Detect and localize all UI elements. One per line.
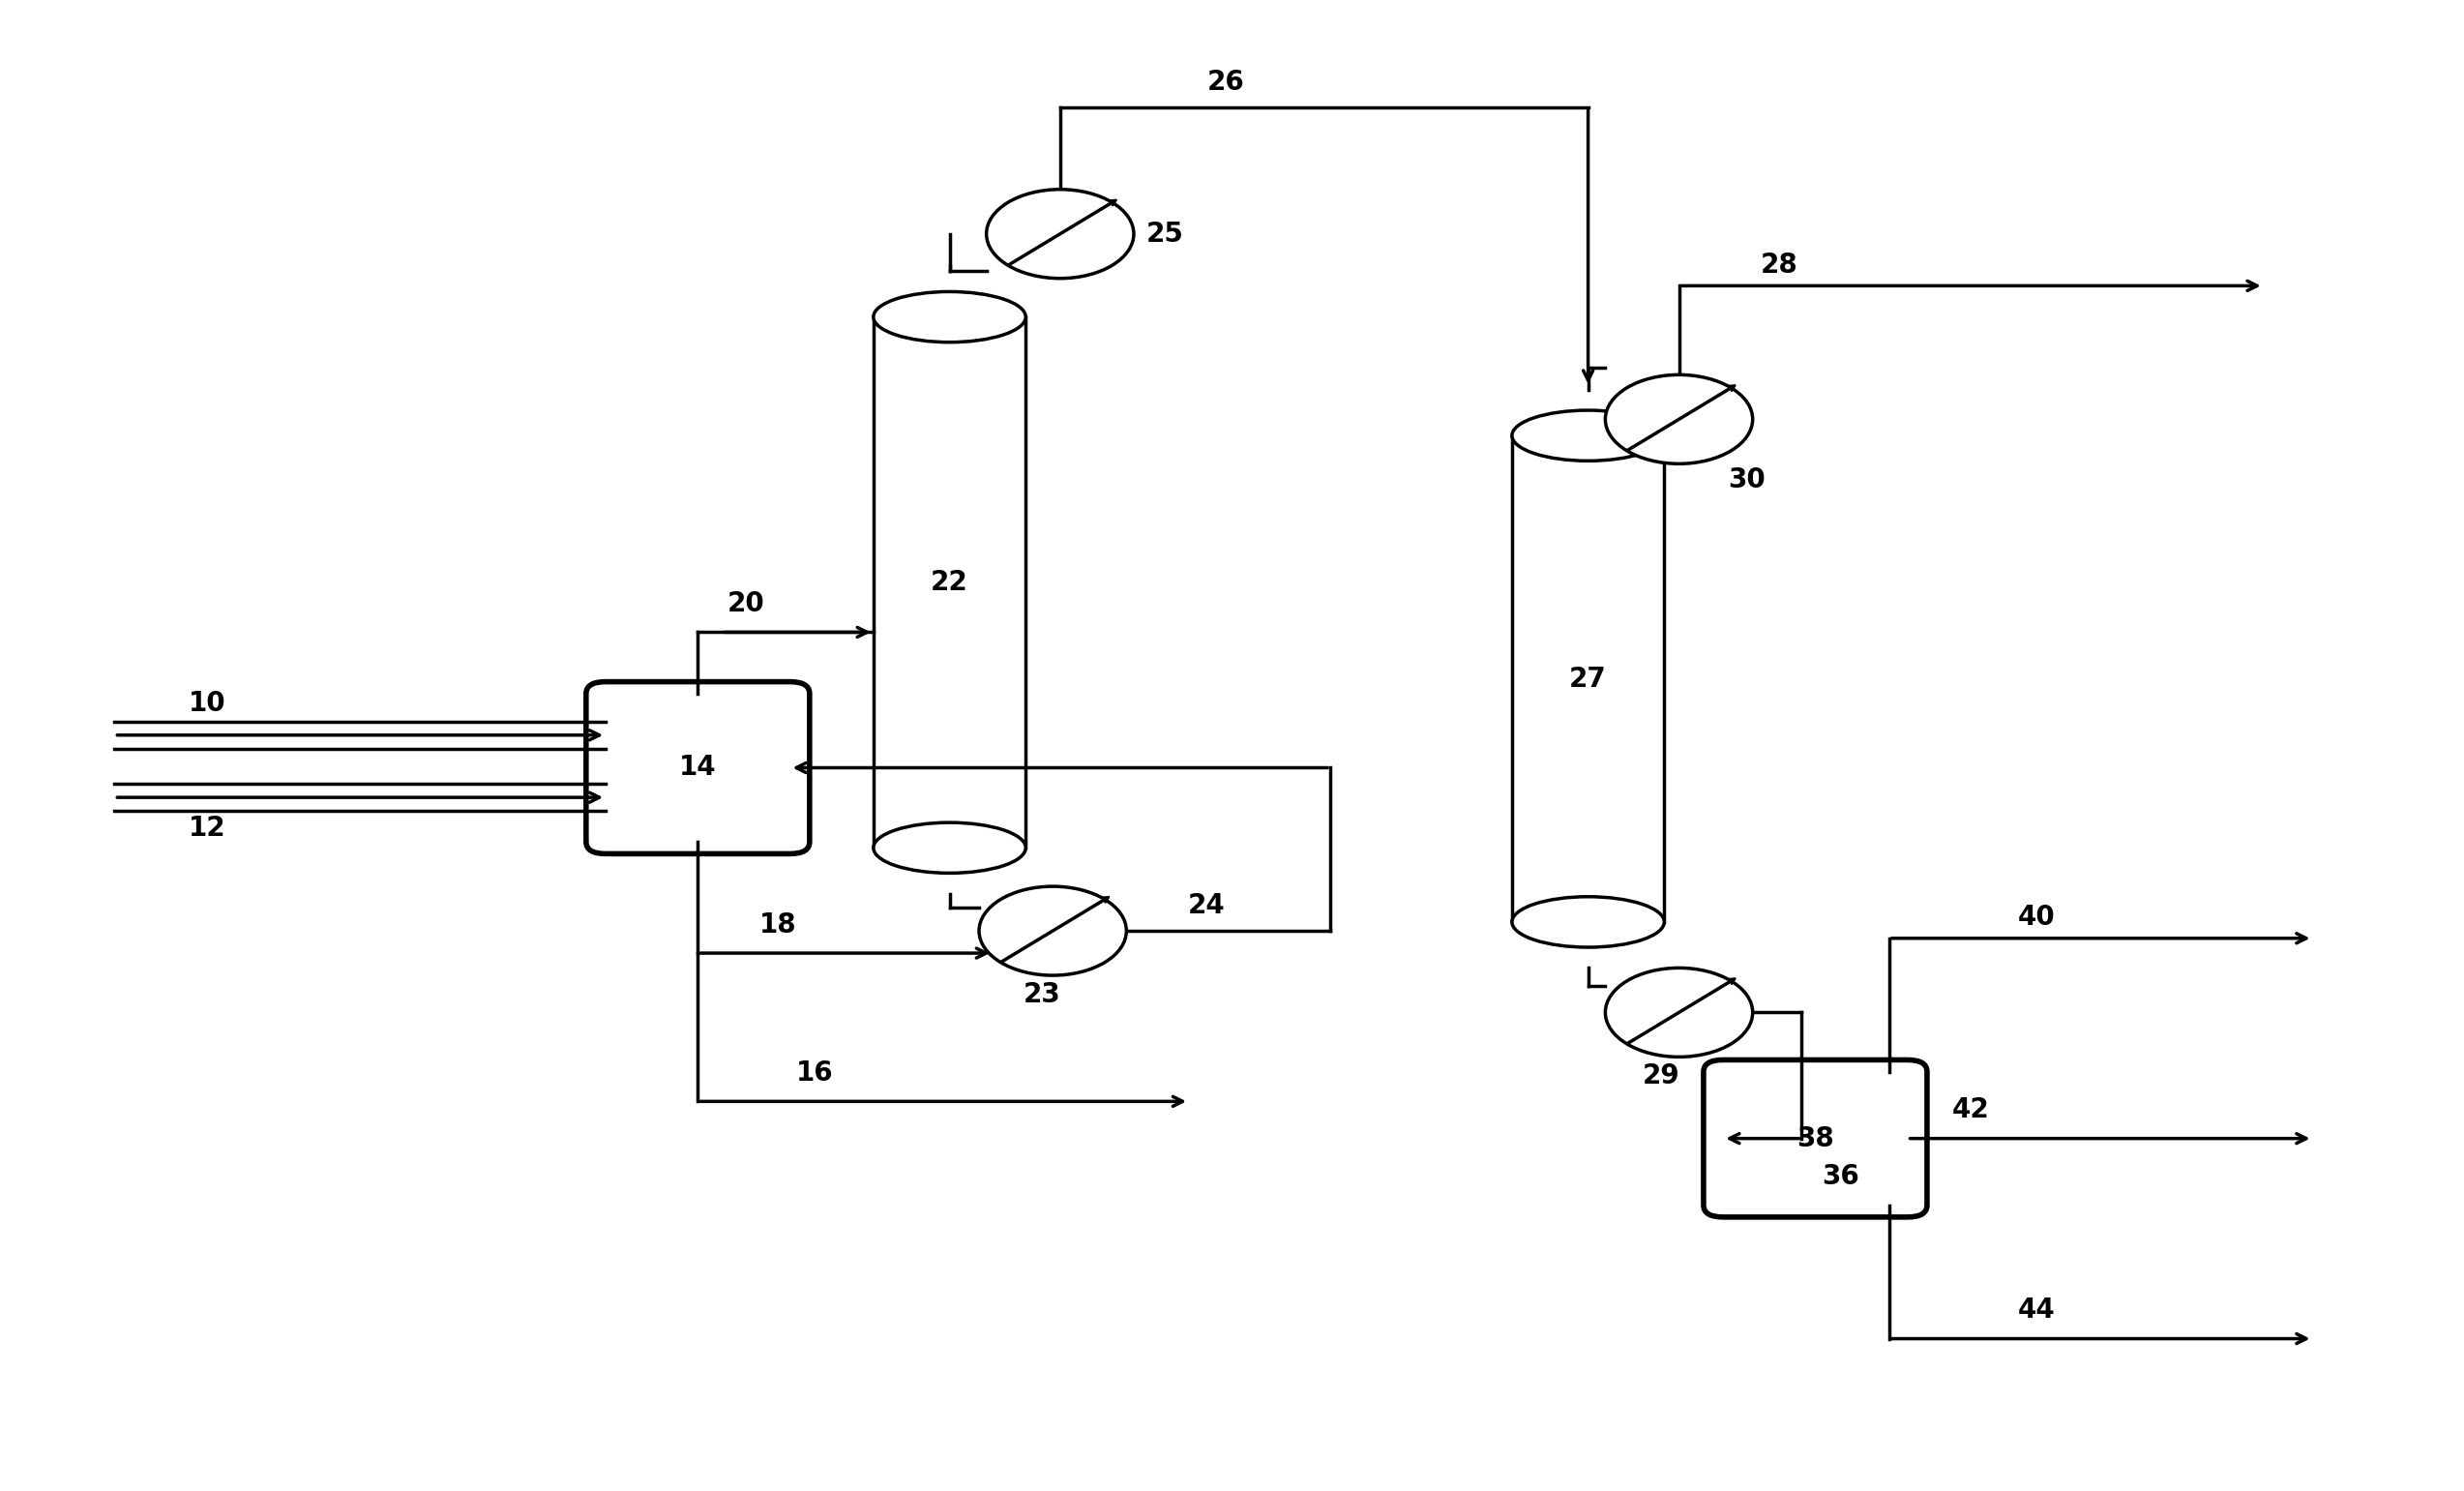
Text: 23: 23 (1023, 981, 1060, 1008)
FancyBboxPatch shape (586, 681, 811, 854)
Ellipse shape (1513, 896, 1663, 947)
Text: 12: 12 (187, 814, 227, 842)
Text: 28: 28 (1759, 252, 1799, 279)
Circle shape (986, 189, 1133, 279)
Circle shape (978, 886, 1126, 975)
Text: 10: 10 (187, 690, 227, 717)
Text: 27: 27 (1570, 665, 1607, 692)
Text: 44: 44 (2018, 1297, 2055, 1324)
Bar (872, 318, 1025, 848)
Text: 26: 26 (1207, 69, 1244, 95)
Text: 42: 42 (1951, 1096, 1988, 1124)
Text: 20: 20 (727, 590, 764, 617)
Circle shape (1607, 374, 1752, 464)
Text: 16: 16 (796, 1060, 833, 1087)
Text: 25: 25 (1146, 221, 1183, 248)
Text: 24: 24 (1188, 892, 1225, 918)
Text: 22: 22 (931, 570, 968, 596)
Text: 30: 30 (1727, 467, 1767, 494)
Ellipse shape (1513, 410, 1663, 461)
Ellipse shape (872, 292, 1025, 343)
Text: 36: 36 (1821, 1163, 1858, 1190)
Text: 40: 40 (2018, 904, 2055, 930)
Text: 14: 14 (680, 754, 717, 781)
Bar (1513, 435, 1663, 921)
Text: 38: 38 (1796, 1124, 1833, 1153)
Ellipse shape (872, 823, 1025, 874)
FancyBboxPatch shape (1703, 1060, 1927, 1217)
Circle shape (1607, 968, 1752, 1057)
Text: 18: 18 (759, 911, 796, 938)
Text: 29: 29 (1641, 1063, 1680, 1090)
